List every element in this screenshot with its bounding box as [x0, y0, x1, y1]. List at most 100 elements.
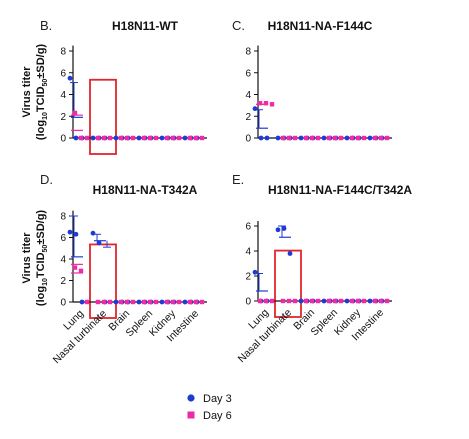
data-point-day6 [101, 135, 107, 141]
data-point-day3 [367, 298, 373, 304]
y-tick-label: 0 [245, 297, 251, 308]
data-point-day6 [187, 135, 193, 141]
data-point-day6 [257, 298, 263, 304]
y-tick-label: 0 [60, 298, 66, 309]
data-point-day3 [67, 229, 73, 235]
data-point-day3 [252, 269, 258, 275]
data-point-day3 [113, 299, 119, 305]
data-point-day6 [95, 299, 101, 305]
data-point-day3 [252, 106, 258, 112]
data-point-day6 [124, 299, 130, 305]
data-point-day6 [280, 298, 286, 304]
highlight-box [89, 78, 117, 155]
data-point-day6 [384, 298, 390, 304]
data-point-day6 [326, 135, 332, 141]
panel-letter: C. [232, 18, 245, 33]
panel-title: H18N11-WT [112, 19, 179, 33]
data-point-day3 [321, 298, 327, 304]
data-point-day6 [118, 299, 124, 305]
y-tick-label: 4 [245, 247, 251, 258]
plot-area: 0 2 4 6 8 [60, 45, 207, 155]
data-point-day6 [315, 135, 321, 141]
data-point-day6 [372, 135, 378, 141]
data-point-day3 [275, 227, 281, 233]
y-axis-label-line1: Virus titer [21, 66, 33, 118]
data-point-day6 [130, 135, 136, 141]
data-point-day3 [182, 135, 188, 141]
data-point-day6 [309, 298, 315, 304]
data-point-day3 [281, 226, 287, 231]
y-axis-label-top: Virus titer (log10TCID50±SD/g) [21, 44, 49, 141]
data-point-day6 [164, 299, 170, 305]
data-point-day6 [164, 135, 170, 141]
data-point-day6 [107, 299, 113, 305]
data-point-day3 [90, 135, 96, 141]
panel-letter: D. [40, 172, 53, 187]
y-tick-label: 0 [245, 134, 251, 145]
data-point-day3 [73, 231, 79, 237]
data-point-day6 [257, 101, 263, 106]
data-point-day6 [315, 298, 321, 304]
data-point-day3 [321, 135, 327, 141]
data-point-day6 [193, 299, 199, 305]
data-point-day6 [130, 299, 136, 305]
data-point-day6 [147, 135, 153, 141]
data-point-day6 [193, 135, 199, 141]
y-tick-label: 4 [60, 90, 66, 101]
data-point-day6 [338, 298, 344, 304]
data-point-day6 [292, 298, 298, 304]
data-point-day6 [199, 135, 205, 141]
panel-c: C. H18N11-NA-F144C 0 2 4 6 8 [232, 18, 392, 145]
data-point-day3 [136, 135, 142, 141]
data-point-day3 [258, 135, 264, 141]
data-point-day6 [280, 135, 286, 141]
data-point-day3 [90, 230, 96, 236]
panel-title: H18N11-NA-F144C [268, 19, 373, 33]
data-point-day6 [361, 135, 367, 141]
data-point-day6 [263, 298, 269, 304]
data-point-day6 [170, 299, 176, 305]
panel-title: H18N11-NA-F144C/T342A [268, 183, 412, 197]
legend-day6-label: Day 6 [203, 410, 232, 422]
data-point-day6 [332, 135, 338, 141]
data-point-day6 [292, 135, 298, 141]
data-point-day6 [107, 135, 113, 141]
data-point-day6 [176, 135, 182, 141]
y-tick-label: 0 [60, 134, 66, 145]
highlight-box [89, 243, 117, 319]
data-point-day6 [269, 298, 275, 304]
y-axis-label-line2: (log10TCID50±SD/g) [35, 210, 49, 307]
data-point-day6 [147, 299, 153, 305]
y-tick-label: 8 [60, 212, 66, 223]
y-tick-label: 2 [60, 276, 66, 287]
y-axis-label-line1: Virus titer [21, 232, 33, 284]
data-point-day3 [264, 135, 270, 141]
data-point-day6 [338, 135, 344, 141]
y-tick-label: 2 [245, 272, 251, 283]
data-point-day3 [159, 135, 165, 141]
y-axis-label-line2: (log10TCID50±SD/g) [35, 44, 49, 141]
data-point-day3 [367, 135, 373, 141]
legend: Day 3 Day 6 [187, 393, 232, 422]
data-point-day6 [84, 299, 90, 305]
data-point-day3 [287, 251, 293, 256]
panel-letter: B. [40, 18, 52, 33]
data-point-day3 [136, 299, 142, 305]
data-point-day6 [118, 135, 124, 141]
data-point-day6 [355, 298, 361, 304]
data-point-day6 [199, 299, 205, 305]
data-point-day6 [101, 299, 107, 305]
data-point-day6 [361, 298, 367, 304]
data-point-day3 [67, 75, 73, 81]
data-point-day3 [182, 299, 188, 305]
y-axis-label-bottom: Virus titer (log10TCID50±SD/g) [21, 210, 49, 307]
data-point-day6 [286, 298, 292, 304]
data-point-day3 [275, 135, 281, 141]
data-point-day6 [286, 135, 292, 141]
highlight-box [274, 249, 302, 318]
data-point-day6 [355, 135, 361, 141]
data-point-day6 [176, 299, 182, 305]
